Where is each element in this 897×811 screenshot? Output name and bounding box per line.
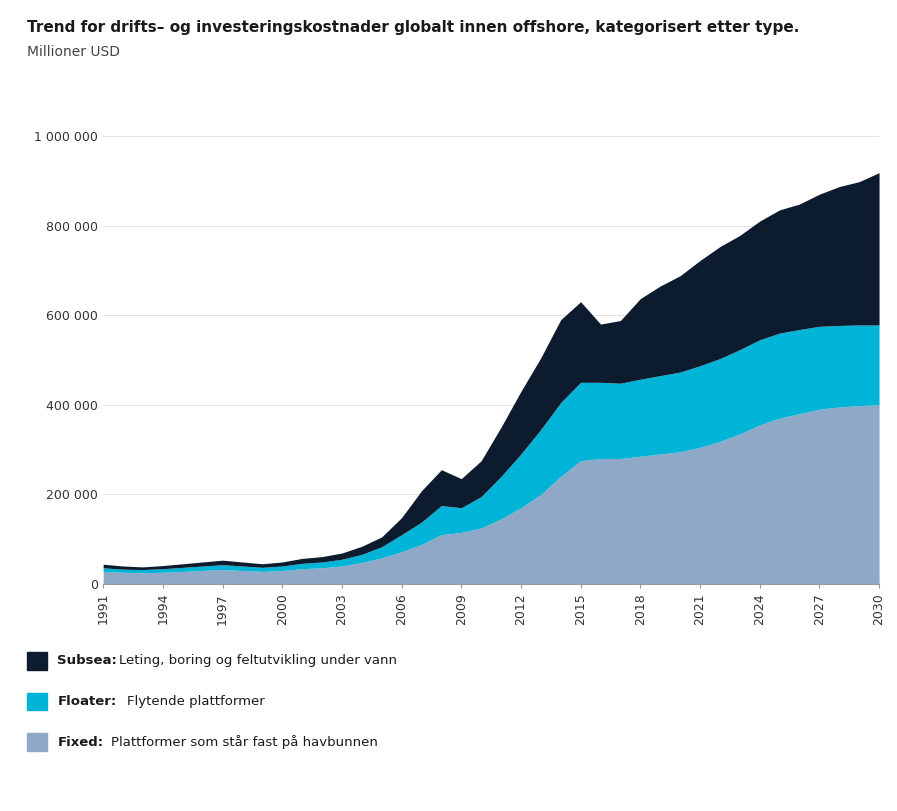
Text: Flytende plattformer: Flytende plattformer bbox=[127, 695, 266, 708]
Text: Fixed:: Fixed: bbox=[57, 736, 103, 749]
Text: Subsea:: Subsea: bbox=[57, 654, 118, 667]
Text: Leting, boring og feltutvikling under vann: Leting, boring og feltutvikling under va… bbox=[119, 654, 397, 667]
Text: Trend for drifts– og investeringskostnader globalt innen offshore, kategorisert : Trend for drifts– og investeringskostnad… bbox=[27, 20, 799, 35]
Text: Millioner USD: Millioner USD bbox=[27, 45, 120, 58]
Text: Floater:: Floater: bbox=[57, 695, 117, 708]
Text: Plattformer som står fast på havbunnen: Plattformer som står fast på havbunnen bbox=[111, 735, 379, 749]
